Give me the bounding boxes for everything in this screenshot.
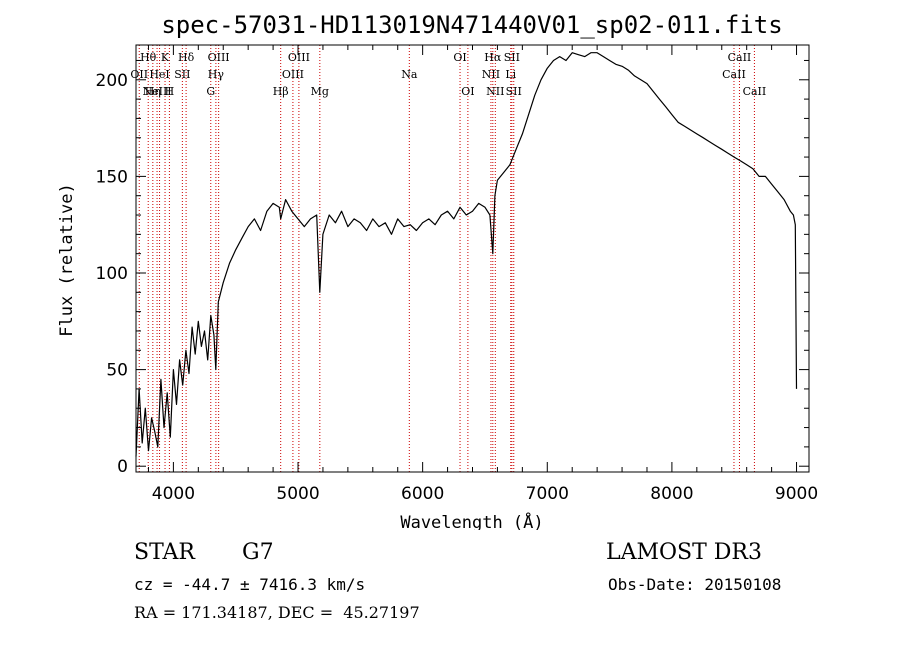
x-tick-label-3: 7000 bbox=[526, 484, 569, 504]
y-tick-label-4: 200 bbox=[96, 71, 128, 91]
line-label-22: Li bbox=[505, 68, 516, 81]
line-label-20: Hα bbox=[484, 51, 502, 64]
line-label-25: CaII bbox=[722, 68, 746, 81]
object-subclass: G7 bbox=[242, 540, 274, 565]
line-label-17: OI bbox=[453, 51, 466, 64]
line-label-18: OI bbox=[461, 85, 474, 98]
line-label-7: SII bbox=[174, 68, 190, 81]
x-tick-label-0: 4000 bbox=[152, 484, 195, 504]
line-label-23: SII bbox=[504, 51, 520, 64]
line-label-2: Hη bbox=[145, 85, 161, 98]
y-tick-label-1: 50 bbox=[106, 361, 128, 381]
redshift-readout: cz = -44.7 ± 7416.3 km/s bbox=[134, 575, 366, 594]
x-tick-label-5: 9000 bbox=[775, 484, 818, 504]
coordinates: RA = 171.34187, DEC = 45.27197 bbox=[134, 603, 420, 622]
survey-name: LAMOST DR3 bbox=[606, 540, 762, 565]
x-tick-label-4: 8000 bbox=[650, 484, 693, 504]
line-label-1: Hθ bbox=[140, 51, 157, 64]
observation-date: Obs-Date: 20150108 bbox=[608, 575, 782, 594]
line-label-12: Hβ bbox=[273, 85, 289, 98]
line-label-27: CaII bbox=[743, 85, 767, 98]
line-label-24: SII bbox=[506, 85, 522, 98]
line-label-21: NII bbox=[486, 85, 504, 98]
line-label-8: Hδ bbox=[178, 51, 195, 64]
line-label-15: Mg bbox=[311, 85, 329, 98]
line-label-19: NII bbox=[482, 68, 500, 81]
line-label-9: G bbox=[206, 85, 215, 98]
x-tick-label-2: 6000 bbox=[401, 484, 444, 504]
line-label-13: OIII bbox=[282, 68, 304, 81]
line-label-10: Hγ bbox=[208, 68, 225, 81]
line-label-3: NeIII bbox=[142, 85, 171, 98]
y-tick-label-3: 150 bbox=[96, 167, 128, 187]
object-class: STAR bbox=[134, 540, 195, 565]
y-tick-label-2: 100 bbox=[96, 264, 128, 284]
x-axis-label: Wavelength (Å) bbox=[400, 511, 543, 530]
line-label-4: HeI bbox=[149, 68, 169, 81]
y-axis-label: Flux (relative) bbox=[57, 183, 77, 337]
line-label-5: K bbox=[161, 51, 170, 64]
y-tick-label-0: 0 bbox=[117, 457, 128, 477]
line-label-6: H bbox=[165, 85, 175, 98]
line-label-16: Na bbox=[401, 68, 418, 81]
x-tick-label-1: 5000 bbox=[276, 484, 319, 504]
plot-frame bbox=[135, 44, 810, 473]
spectrum-chart: spec-57031-HD113019N471440V01_sp02-011.f… bbox=[57, 11, 818, 530]
line-label-0: OII bbox=[130, 68, 148, 81]
line-label-26: CaII bbox=[728, 51, 752, 64]
chart-title: spec-57031-HD113019N471440V01_sp02-011.f… bbox=[161, 11, 782, 39]
line-label-14: OIII bbox=[288, 51, 310, 64]
line-label-11: OIII bbox=[208, 51, 230, 64]
flux-series-line bbox=[135, 52, 798, 457]
